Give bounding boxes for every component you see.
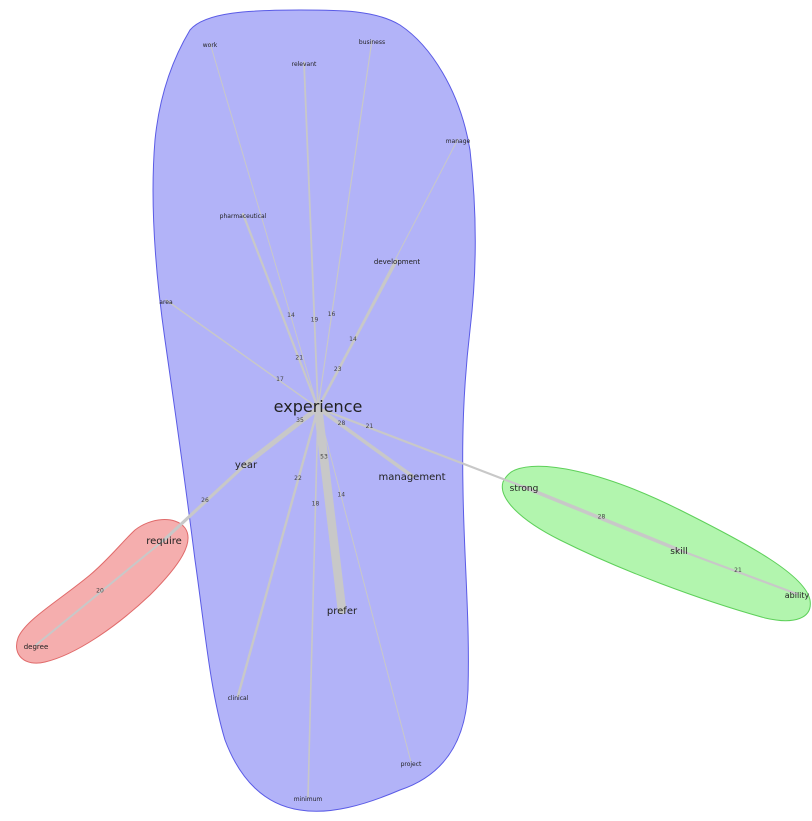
edge-require-degree <box>35 539 165 646</box>
node-work: work <box>203 42 218 49</box>
node-prefer: prefer <box>327 606 358 617</box>
edge-weight-experience-prefer: 53 <box>320 454 328 461</box>
edge-experience-strong <box>316 406 526 489</box>
edge-weight-strong-skill: 28 <box>598 514 606 521</box>
node-relevant: relevant <box>292 61 317 68</box>
node-project: project <box>401 761 422 768</box>
node-area: area <box>159 299 173 306</box>
edge-weight-experience-strong: 21 <box>366 423 374 430</box>
edge-experience-prefer <box>313 403 347 615</box>
node-require: require <box>146 536 182 547</box>
node-manage: manage <box>446 138 471 145</box>
node-development: development <box>374 258 420 266</box>
node-clinical: clinical <box>228 695 249 702</box>
edge-experience-management <box>316 406 414 478</box>
strong-cluster-hull <box>501 465 811 622</box>
node-ability: ability <box>785 591 810 600</box>
edge-experience-business <box>317 39 373 409</box>
edge-weight-skill-ability: 21 <box>734 567 742 574</box>
node-experience: experience <box>274 397 363 416</box>
node-strong: strong <box>510 484 539 494</box>
edge-experience-pharmaceutical <box>241 212 320 410</box>
node-minimum: minimum <box>294 796 323 803</box>
node-business: business <box>359 39 385 46</box>
edge-experience-work <box>209 42 319 409</box>
edge-experience-development <box>316 258 399 410</box>
edge-experience-minimum <box>307 407 319 798</box>
edge-experience-project <box>317 407 412 763</box>
edge-strong-skill <box>522 485 681 552</box>
edge-experience-relevant <box>303 61 319 409</box>
edge-weight-year-require: 26 <box>201 497 209 504</box>
edge-experience-year <box>243 405 321 467</box>
edge-weight-experience-business: 16 <box>328 311 336 318</box>
node-year: year <box>235 460 258 471</box>
edge-weight-experience-clinical: 22 <box>294 475 302 482</box>
node-pharmaceutical: pharmaceutical <box>220 213 267 220</box>
edge-weight-experience-year: 35 <box>296 417 304 424</box>
edge-experience-area <box>165 299 319 409</box>
edge-weight-experience-project: 14 <box>337 492 345 499</box>
edge-weight-require-degree: 20 <box>96 588 104 595</box>
node-degree: degree <box>24 643 49 651</box>
edge-experience-clinical <box>236 406 320 698</box>
edge-weight-experience-manage: 14 <box>349 336 357 343</box>
edge-skill-ability <box>677 548 799 596</box>
node-skill: skill <box>670 547 687 557</box>
edge-weight-experience-area: 17 <box>276 376 284 383</box>
edge-weight-experience-management: 28 <box>338 420 346 427</box>
edge-weight-experience-work: 14 <box>287 312 295 319</box>
edge-weight-experience-pharmaceutical: 21 <box>295 355 303 362</box>
node-management: management <box>379 472 446 483</box>
edge-weight-experience-minimum: 18 <box>312 500 320 507</box>
edge-year-require <box>162 462 248 542</box>
edge-weight-experience-relevant: 19 <box>311 317 319 324</box>
edge-weight-experience-development: 23 <box>334 366 342 373</box>
